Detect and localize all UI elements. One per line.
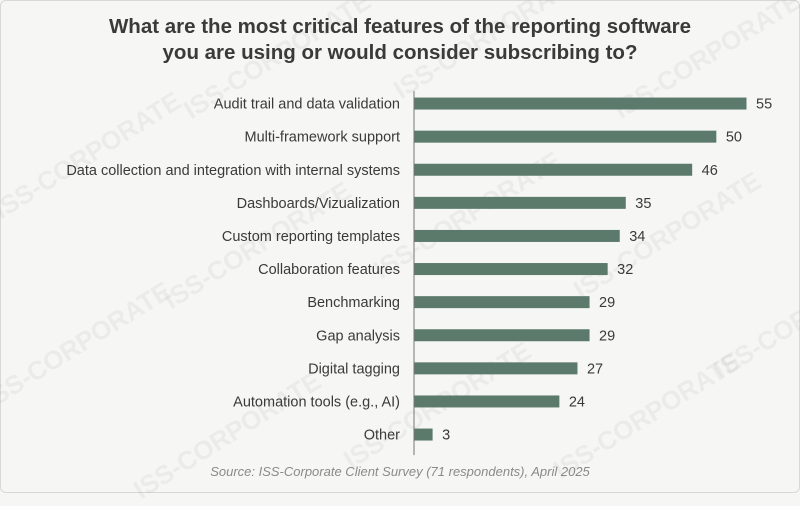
chart-title-line-2: you are using or would consider subscrib… (162, 41, 638, 64)
category-label: Gap analysis (316, 328, 400, 344)
bar (414, 428, 433, 441)
bar (414, 229, 620, 242)
chart-source: Source: ISS-Corporate Client Survey (71 … (210, 464, 590, 479)
chart-title-line-1: What are the most critical features of t… (108, 15, 692, 38)
data-label: 32 (617, 262, 633, 278)
data-label: 50 (726, 130, 742, 146)
bar (414, 130, 717, 143)
category-label: Multi-framework support (244, 130, 400, 146)
category-label: Automation tools (e.g., AI) (233, 394, 400, 410)
data-label: 3 (442, 428, 450, 444)
data-label: 46 (702, 163, 718, 179)
category-label: Other (364, 428, 400, 444)
data-label: 35 (635, 196, 651, 212)
bar (414, 97, 747, 110)
category-label: Benchmarking (307, 295, 400, 311)
bar (414, 263, 608, 276)
data-label: 24 (569, 394, 585, 410)
category-label: Custom reporting templates (222, 229, 400, 245)
bar-chart: Audit trail and data validation 55 Multi-f… (66, 91, 772, 456)
category-label: Digital tagging (308, 361, 400, 377)
bar (414, 196, 626, 209)
bar (414, 296, 590, 309)
category-label: Collaboration features (258, 262, 400, 278)
category-label: Data collection and integration with int… (66, 163, 400, 179)
data-label: 29 (599, 295, 615, 311)
category-label: Audit trail and data validation (214, 97, 400, 113)
bar (414, 395, 560, 408)
data-label: 29 (599, 328, 615, 344)
data-label: 55 (756, 97, 772, 113)
chart-title: What are the most critical features of t… (0, 14, 800, 66)
data-label: 27 (587, 361, 603, 377)
bar (414, 362, 578, 375)
category-label: Dashboards/Vizualization (237, 196, 400, 212)
data-label: 34 (629, 229, 645, 245)
bar (414, 329, 590, 342)
bar (414, 163, 693, 176)
